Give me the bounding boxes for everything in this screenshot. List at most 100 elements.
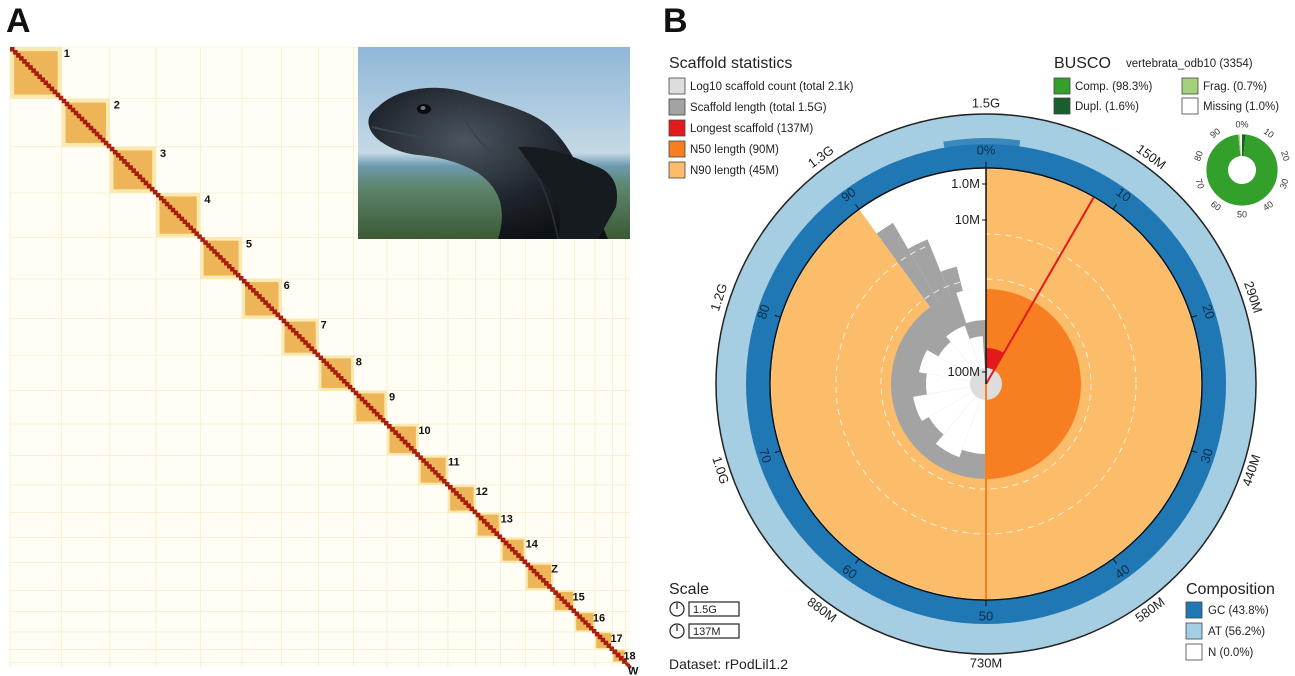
hic-diagonal-cell	[115, 152, 121, 158]
hic-diagonal-cell	[251, 288, 256, 293]
hic-diagonal-cell	[31, 68, 36, 73]
hic-diagonal-cell	[149, 186, 155, 192]
scaffold-length-sector	[976, 318, 986, 384]
percent-tick-label: 40	[1112, 561, 1133, 582]
hic-diagonal-cell	[386, 423, 392, 429]
percent-tick-label: 80	[754, 302, 773, 320]
hic-diagonal-cell	[218, 255, 223, 260]
hic-diagonal-cell	[52, 89, 58, 95]
panel-b-letter: B	[663, 2, 688, 40]
hic-chromosome-label: 4	[204, 194, 211, 206]
hic-diagonal-cell	[537, 574, 543, 580]
composition-swatch	[1185, 601, 1203, 619]
scaffold-length-sector	[962, 288, 986, 384]
hic-diagonal-cell	[244, 281, 250, 287]
hic-diagonal-cell	[140, 177, 146, 183]
hic-diagonal-cell	[64, 101, 70, 107]
hic-chromosome-label: 9	[389, 392, 395, 404]
hic-chromosome-label: 11	[448, 456, 460, 468]
hic-diagonal-cell	[591, 628, 597, 634]
hic-diagonal-cell	[339, 376, 344, 381]
hic-diagonal-cell	[263, 300, 268, 305]
busco-ring-tick-label: 40	[1261, 199, 1275, 213]
hic-diagonal-cell	[544, 581, 549, 586]
hic-diagonal-cell	[609, 646, 614, 651]
scaffold-stats-title: Scaffold statistics	[669, 55, 792, 72]
hic-diagonal-cell	[221, 258, 226, 263]
scale-clock-icon	[669, 601, 685, 617]
hic-diagonal-cell	[155, 192, 161, 198]
hic-diagonal-cell	[365, 402, 371, 408]
busco-ring-tick-label: 30	[1278, 177, 1291, 190]
hic-chromosome-label: 5	[246, 238, 252, 250]
hic-diagonal-cell	[34, 71, 39, 76]
hic-diagonal-cell	[418, 455, 423, 460]
hic-diagonal-cell	[568, 605, 574, 611]
hic-diagonal-cell	[454, 491, 459, 496]
busco-legend-swatch	[1053, 97, 1071, 115]
gc-variation-band	[943, 138, 1021, 150]
hic-diagonal-cell	[191, 228, 196, 233]
hic-diagonal-cell	[356, 393, 362, 399]
hic-diagonal-cell	[580, 617, 585, 622]
hic-diagonal-cell	[55, 92, 61, 98]
hic-diagonal-cell	[260, 297, 265, 302]
hic-diagonal-cell	[170, 207, 176, 213]
length-tick-label: 1.2G	[707, 281, 730, 312]
percent-tick	[1112, 204, 1117, 210]
hic-diagonal-cell	[368, 405, 374, 411]
hic-diagonal-cell	[28, 65, 33, 70]
percent-tick-label: 60	[839, 561, 860, 582]
hic-diagonal-cell	[94, 131, 100, 137]
hic-diagonal-cell	[562, 599, 567, 604]
hic-diagonal-cell	[128, 165, 133, 170]
hic-diagonal-cell	[436, 473, 441, 478]
hic-diagonal-cell	[161, 198, 167, 204]
scaffold-count-step	[913, 386, 974, 421]
longest-scaffold-wedge	[986, 348, 1004, 384]
hic-diagonal-cell	[408, 445, 414, 451]
hic-chromosome-label: 3	[160, 148, 166, 160]
hic-diagonal-cell	[122, 159, 127, 164]
hic-diagonal-cell	[312, 349, 318, 355]
hic-diagonal-cell	[61, 98, 67, 104]
scaffold-count-step	[935, 394, 982, 458]
hic-diagonal-cell	[287, 324, 293, 330]
hic-diagonal-cell	[303, 340, 308, 345]
hic-chromosome-label: 10	[418, 425, 430, 437]
hic-diagonal-cell	[315, 352, 321, 358]
hic-diagonal-cell	[82, 119, 88, 125]
hic-diagonal-cell	[203, 240, 208, 245]
hic-diagonal-cell	[146, 183, 152, 189]
percent-tick-label: 20	[1199, 302, 1218, 320]
hic-diagonal-cell	[238, 275, 244, 281]
busco-legend-swatch	[1053, 77, 1071, 95]
scaffold-count-step	[946, 325, 982, 374]
hic-diagonal-cell	[197, 234, 202, 239]
hic-chromosome-label: 2	[114, 100, 120, 112]
hic-diagonal-cell	[612, 649, 618, 655]
busco-legend-swatch	[1181, 97, 1199, 115]
hic-diagonal-cell	[284, 321, 290, 327]
hic-diagonal-cell	[469, 506, 475, 512]
hic-diagonal-cell	[10, 47, 15, 52]
hic-diagonal-cell	[626, 663, 630, 667]
hic-diagonal-cell	[497, 534, 503, 540]
hic-diagonal-cell	[491, 528, 496, 533]
hic-diagonal-cell	[137, 174, 143, 180]
hic-diagonal-cell	[488, 525, 493, 530]
hic-diagonal-cell	[336, 373, 341, 378]
hic-diagonal-cell	[478, 515, 484, 521]
busco-lineage: vertebrata_odb10 (3354)	[1126, 58, 1253, 70]
hic-chromosome-label: 1	[64, 48, 70, 60]
scaffold-stats-swatch	[668, 119, 686, 137]
percent-tick	[774, 314, 781, 318]
scaffold-stats-label: Scaffold length (total 1.5G)	[690, 102, 827, 114]
hic-diagonal-cell	[506, 543, 512, 549]
hic-diagonal-cell	[344, 381, 350, 387]
scale-value-box	[688, 601, 740, 617]
percent-tick	[1112, 558, 1117, 564]
busco-ring-tick-label: 60	[1209, 199, 1223, 213]
hic-diagonal-cell	[269, 306, 274, 311]
hic-diagonal-cell	[390, 427, 395, 432]
